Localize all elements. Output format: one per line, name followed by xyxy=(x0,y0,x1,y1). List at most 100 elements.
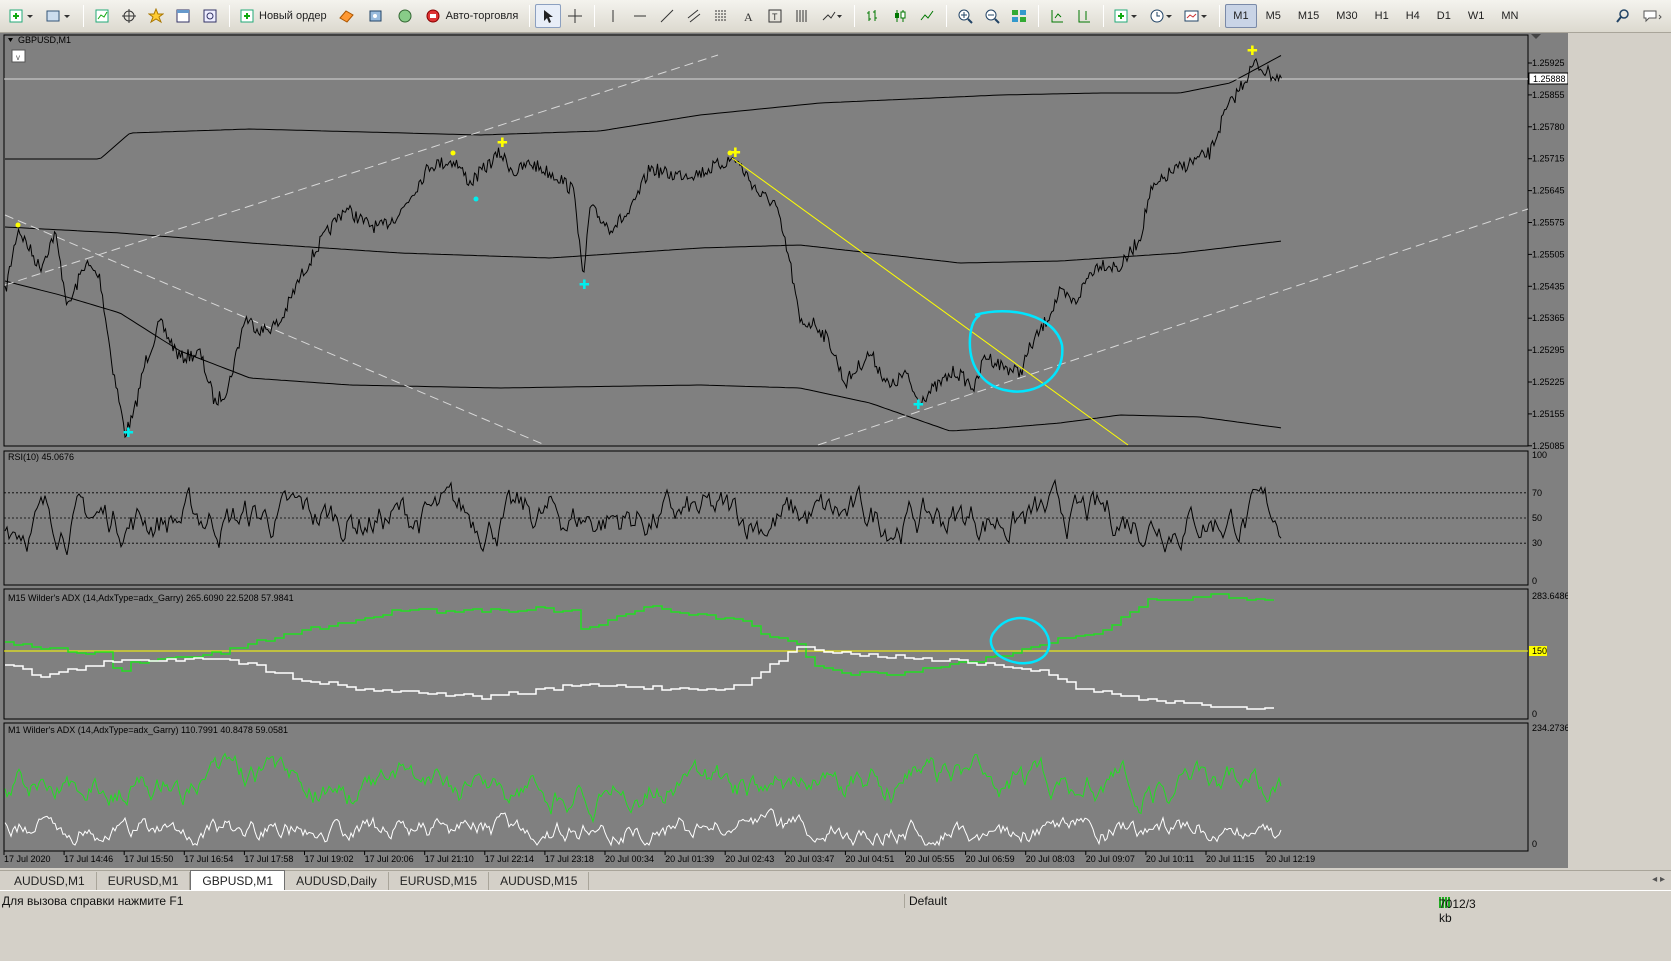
time-axis-label: 17 Jul 14:46 xyxy=(64,854,113,864)
zoom-out-icon[interactable] xyxy=(979,4,1005,28)
chart-canvas[interactable]: ✚ ✚ ✚ ✚ ✚ ✚ GBPUSD,M1 v 1.25925 1.25855 1.25780 1.2… xyxy=(0,33,1568,868)
price-line xyxy=(4,57,1282,439)
tab-eurusd-m15[interactable]: EURUSD,M15 xyxy=(389,872,490,890)
zoom-in-icon[interactable] xyxy=(952,4,978,28)
rsi-axis-label: 50 xyxy=(1532,513,1542,523)
templates-dropdown-icon[interactable] xyxy=(1179,4,1213,28)
candlestick-icon[interactable] xyxy=(887,4,913,28)
bar-chart-icon[interactable] xyxy=(860,4,886,28)
time-axis-label: 20 Jul 00:34 xyxy=(605,854,654,864)
time-axis-label: 17 Jul 15:50 xyxy=(124,854,173,864)
adx-m15-green-line xyxy=(5,593,1274,676)
cursor-icon[interactable] xyxy=(535,4,562,28)
fibonacci-icon[interactable] xyxy=(708,4,734,28)
fractal-dot xyxy=(15,222,21,228)
timeframe-h1[interactable]: H1 xyxy=(1374,10,1389,22)
price-axis-label: 1.25225 xyxy=(1532,377,1565,387)
text-label-icon[interactable]: T xyxy=(762,4,788,28)
fractal-dot xyxy=(450,150,456,156)
new-chart-button[interactable] xyxy=(4,4,40,28)
terminal-icon[interactable] xyxy=(170,4,196,28)
price-axis-label: 1.25435 xyxy=(1532,281,1565,291)
tab-scroll-arrows-icon[interactable]: ◂ ▸ xyxy=(1652,874,1665,885)
time-axis-label: 17 Jul 16:54 xyxy=(184,854,233,864)
vertical-line-icon[interactable] xyxy=(600,4,626,28)
timeframe-d1[interactable]: D1 xyxy=(1436,10,1451,22)
indicators-dropdown-icon[interactable] xyxy=(1109,4,1143,28)
timeframe-mn[interactable]: MN xyxy=(1501,10,1519,22)
time-axis-label: 20 Jul 10:11 xyxy=(1146,854,1194,864)
crosshair-data-window-icon[interactable] xyxy=(116,4,142,28)
adx-m15-max-label: 283.6486 xyxy=(1532,591,1568,601)
current-price-box xyxy=(1528,72,1568,85)
market-icon[interactable] xyxy=(391,4,419,28)
chat-icon[interactable] xyxy=(1637,4,1667,28)
current-price-label: 1.25888 xyxy=(1533,74,1566,84)
arrows-dropdown-icon[interactable] xyxy=(816,4,848,28)
navigator-star-icon[interactable] xyxy=(143,4,169,28)
timeframe-m1[interactable]: M1 xyxy=(1225,4,1257,28)
chart-shift-icon[interactable] xyxy=(1071,4,1097,28)
market-watch-icon[interactable] xyxy=(89,4,115,28)
time-axis-label: 20 Jul 06:59 xyxy=(966,854,1015,864)
adx-m1-max-label: 234.2736 xyxy=(1532,723,1568,733)
price-axis-label: 1.25780 xyxy=(1532,122,1565,132)
time-axis-label: 20 Jul 02:43 xyxy=(725,854,774,864)
toolbar-separator xyxy=(1103,5,1105,27)
auto-trading-button[interactable]: Авто-торговля xyxy=(420,4,524,28)
channel-ascending-dashed-line xyxy=(817,208,1529,446)
highlight-circle-main xyxy=(968,310,1064,393)
tab-audusd-m1[interactable]: AUDUSD,M1 xyxy=(3,872,97,890)
time-axis-label: 17 Jul 20:06 xyxy=(365,854,414,864)
horizontal-line-icon[interactable] xyxy=(627,4,653,28)
price-axis-label: 1.25715 xyxy=(1532,154,1565,164)
time-axis-label: 20 Jul 12:19 xyxy=(1266,854,1315,864)
channel-upper-dashed-line xyxy=(4,54,719,286)
strategy-tester-icon[interactable] xyxy=(197,4,223,28)
rsi-axis-label: 30 xyxy=(1532,538,1542,548)
timeframe-m30[interactable]: M30 xyxy=(1336,10,1358,22)
timeframe-h4[interactable]: H4 xyxy=(1405,10,1420,22)
timeframe-w1[interactable]: W1 xyxy=(1467,10,1485,22)
autoscroll-icon[interactable] xyxy=(1044,4,1070,28)
time-axis-label: 17 Jul 19:02 xyxy=(305,854,354,864)
tile-windows-icon[interactable] xyxy=(1006,4,1032,28)
timeframe-m5[interactable]: M5 xyxy=(1265,10,1281,22)
timeframe-m15[interactable]: M15 xyxy=(1297,10,1320,22)
tab-eurusd-m1[interactable]: EURUSD,M1 xyxy=(97,872,191,890)
adx-m15-level-label: 150 xyxy=(1532,646,1547,656)
new-order-button[interactable]: Новый ордер xyxy=(235,4,332,28)
status-profile: Default xyxy=(904,894,947,908)
signals-icon[interactable] xyxy=(362,4,390,28)
line-chart-icon[interactable] xyxy=(914,4,940,28)
metaeditor-icon[interactable] xyxy=(333,4,361,28)
crosshair-icon[interactable] xyxy=(562,4,588,28)
price-axis-label: 1.25505 xyxy=(1532,249,1565,259)
toolbar-separator xyxy=(594,5,596,27)
buy-arrow-icon: ✚ xyxy=(579,278,590,293)
trendline-icon[interactable] xyxy=(654,4,680,28)
new-order-label: Новый ордер xyxy=(259,10,327,22)
rsi-axis-label: 100 xyxy=(1532,450,1547,460)
rsi-axis-label: 70 xyxy=(1532,488,1542,498)
yellow-trendline xyxy=(731,157,1129,446)
middle-envelope-line xyxy=(4,226,1282,264)
right-strip xyxy=(1568,33,1671,868)
toolbar-separator xyxy=(229,5,230,27)
text-tool-icon[interactable]: A xyxy=(735,4,761,28)
price-axis-label: 1.25155 xyxy=(1532,409,1565,419)
equidistant-channel-icon[interactable] xyxy=(681,4,707,28)
chart-window[interactable]: ✚ ✚ ✚ ✚ ✚ ✚ GBPUSD,M1 v 1.25925 1.25855 1.25780 1.2… xyxy=(0,33,1568,868)
periods-dropdown-icon[interactable] xyxy=(1144,4,1178,28)
channel-descending-dashed-line xyxy=(4,214,546,446)
tab-audusd-m15[interactable]: AUDUSD,M15 xyxy=(489,872,590,890)
profiles-button[interactable] xyxy=(41,4,77,28)
search-icon[interactable] xyxy=(1610,4,1636,28)
rsi-label: RSI(10) 45.0676 xyxy=(8,452,74,462)
status-traffic-value: 7012/3 kb xyxy=(1439,897,1476,925)
periods-grid-icon[interactable] xyxy=(789,4,815,28)
svg-text:A: A xyxy=(744,10,753,24)
tab-audusd-daily[interactable]: AUDUSD,Daily xyxy=(285,872,389,890)
tab-gbpusd-m1[interactable]: GBPUSD,M1 xyxy=(190,870,286,890)
time-axis-label: 17 Jul 21:10 xyxy=(425,854,474,864)
